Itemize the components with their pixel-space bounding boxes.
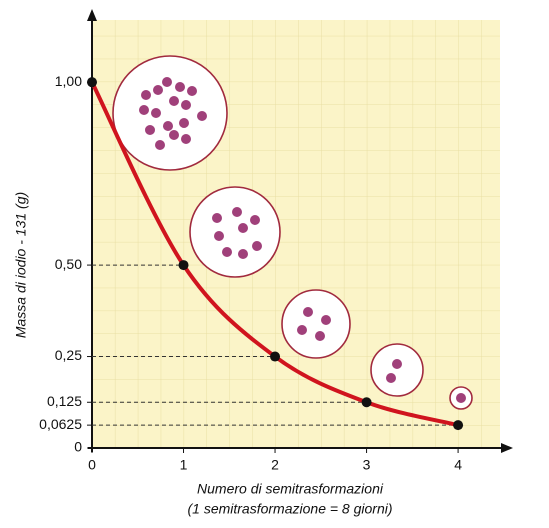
atom-dot	[456, 393, 466, 403]
atom-dot	[169, 96, 179, 106]
point	[453, 420, 464, 431]
x-axis-note: (1 semitrasformazione = 8 giorni)	[187, 501, 392, 517]
atom-dot	[252, 241, 262, 251]
atom-dot	[162, 77, 172, 87]
atom-dot	[214, 231, 224, 241]
x-tick-label: 1	[180, 457, 188, 473]
x-axis-label: Numero di semitrasformazioni	[197, 481, 384, 497]
atom-dot	[139, 105, 149, 115]
atom-dot	[169, 130, 179, 140]
decay-curve	[90, 80, 461, 428]
atom-dot	[175, 82, 185, 92]
atom-dot	[315, 331, 325, 341]
x-tick-label: 2	[271, 457, 279, 473]
atom-dot	[145, 125, 155, 135]
atom-dot	[153, 85, 163, 95]
atom-dot	[321, 315, 331, 325]
atom-dot	[297, 325, 307, 335]
x-tick-label: 0	[88, 457, 96, 473]
atom-dot	[181, 100, 191, 110]
atom-dot	[212, 213, 222, 223]
atom-dot	[155, 140, 165, 150]
atom-dot	[197, 111, 207, 121]
point	[270, 351, 281, 362]
x-tick-label: 4	[454, 457, 462, 473]
y-tick-label: 0,25	[55, 347, 82, 363]
y-tick-label: 0,125	[47, 393, 82, 409]
atom-dot	[238, 249, 248, 259]
atom-dot	[222, 247, 232, 257]
point	[178, 260, 189, 271]
atom-dot	[179, 118, 189, 128]
atom-dot	[392, 359, 402, 369]
atom-circle	[370, 343, 424, 397]
y-axis-arrow	[87, 9, 97, 21]
atom-circle	[112, 55, 228, 171]
x-axis-arrow	[501, 443, 513, 453]
x-tick-label: 3	[363, 457, 371, 473]
y-tick-label: 0,0625	[39, 416, 82, 432]
atom-dot	[141, 90, 151, 100]
y-tick-label: 0	[74, 439, 82, 455]
point	[361, 397, 372, 408]
y-tick-label: 1,00	[55, 73, 82, 89]
atom-dot	[250, 215, 260, 225]
point	[87, 77, 97, 88]
atom-circle	[189, 186, 281, 278]
atom-dot	[187, 86, 197, 96]
atom-dot	[238, 223, 248, 233]
y-tick-label: 0,50	[55, 256, 82, 272]
atom-dot	[386, 373, 396, 383]
atom-dot	[163, 121, 173, 131]
atom-circle	[281, 289, 351, 359]
atom-dot	[303, 307, 313, 317]
atom-dot	[232, 207, 242, 217]
y-axis-label: Massa di iodio - 131 (g)	[13, 192, 29, 338]
atom-dot	[151, 108, 161, 118]
atom-dot	[181, 134, 191, 144]
